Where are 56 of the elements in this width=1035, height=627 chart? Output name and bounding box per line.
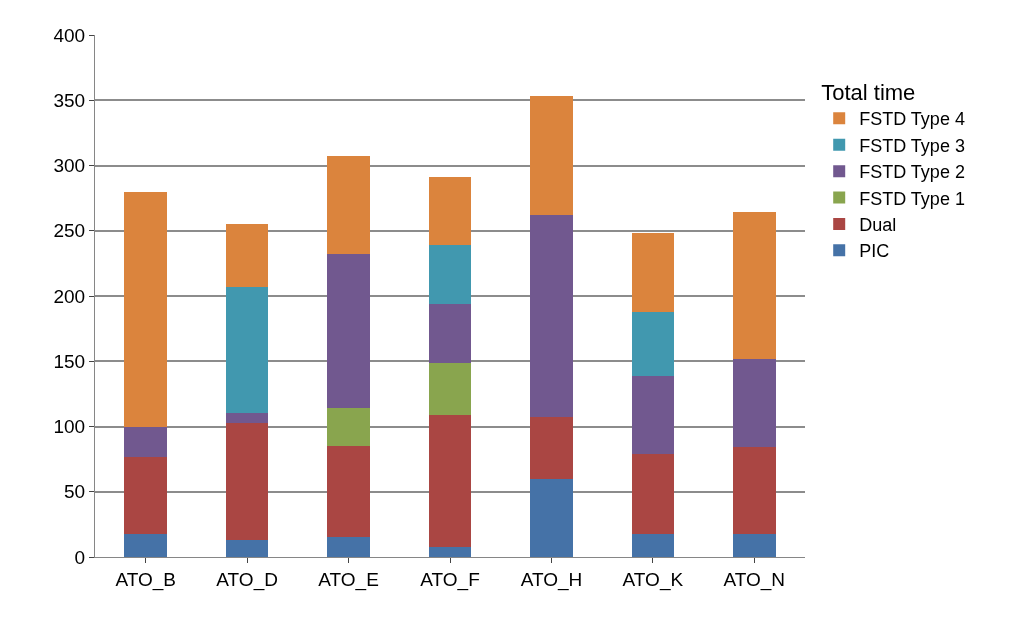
legend-label: FSTD Type 3: [859, 135, 965, 156]
bar: [428, 303, 472, 363]
x-tick-label: ATO_N: [723, 568, 786, 591]
bar: [732, 212, 776, 359]
bar: [428, 414, 472, 547]
bar: [327, 156, 370, 255]
y-tick-label: 350: [53, 89, 86, 111]
bar: [631, 533, 675, 557]
x-tick-label: ATO_E: [318, 568, 379, 591]
bar: [225, 224, 269, 287]
y-tick-label: 250: [53, 220, 86, 242]
bar: [732, 358, 776, 448]
y-tick-label: 50: [64, 481, 86, 503]
x-tick-label: ATO_K: [622, 568, 684, 591]
bar: [631, 233, 675, 312]
legend-label: Dual: [859, 214, 897, 235]
bar: [327, 408, 370, 447]
bar: [732, 533, 776, 557]
legend-label: FSTD Type 4: [859, 109, 965, 130]
x-tick-label: ATO_D: [216, 568, 278, 591]
x-tick-label: ATO_F: [420, 568, 480, 591]
bar: [428, 546, 472, 557]
bar: [327, 537, 370, 557]
bar: [428, 245, 472, 304]
bar: [732, 447, 776, 534]
bar: [124, 533, 168, 557]
bar: [428, 177, 472, 246]
bar: [530, 215, 573, 418]
y-tick-label: 150: [53, 350, 86, 372]
y-tick-label: 100: [53, 416, 86, 438]
bar: [327, 446, 370, 538]
bar: [225, 540, 269, 557]
bar: [124, 426, 168, 457]
bar: [124, 191, 168, 427]
bar: [631, 453, 675, 534]
bar: [530, 478, 573, 557]
bar: [124, 456, 168, 534]
bar: [225, 286, 269, 414]
x-tick-label: ATO_B: [115, 568, 176, 591]
y-tick-label: 300: [53, 155, 86, 177]
bar: [631, 311, 675, 376]
y-tick-label: 200: [53, 285, 86, 307]
x-tick-label: ATO_H: [520, 568, 583, 591]
bar: [225, 413, 269, 423]
legend-label: FSTD Type 2: [859, 162, 965, 183]
bar: [225, 422, 269, 541]
legend-label: PIC: [859, 241, 890, 262]
bar: [428, 362, 472, 415]
legend-label: FSTD Type 1: [859, 188, 965, 209]
bar: [631, 375, 675, 454]
legend-title: Total time: [821, 80, 916, 106]
bar: [327, 254, 370, 409]
y-tick-label: 400: [53, 24, 86, 46]
bar: [530, 96, 573, 216]
y-tick-label: 0: [74, 546, 86, 568]
bar: [530, 417, 573, 479]
